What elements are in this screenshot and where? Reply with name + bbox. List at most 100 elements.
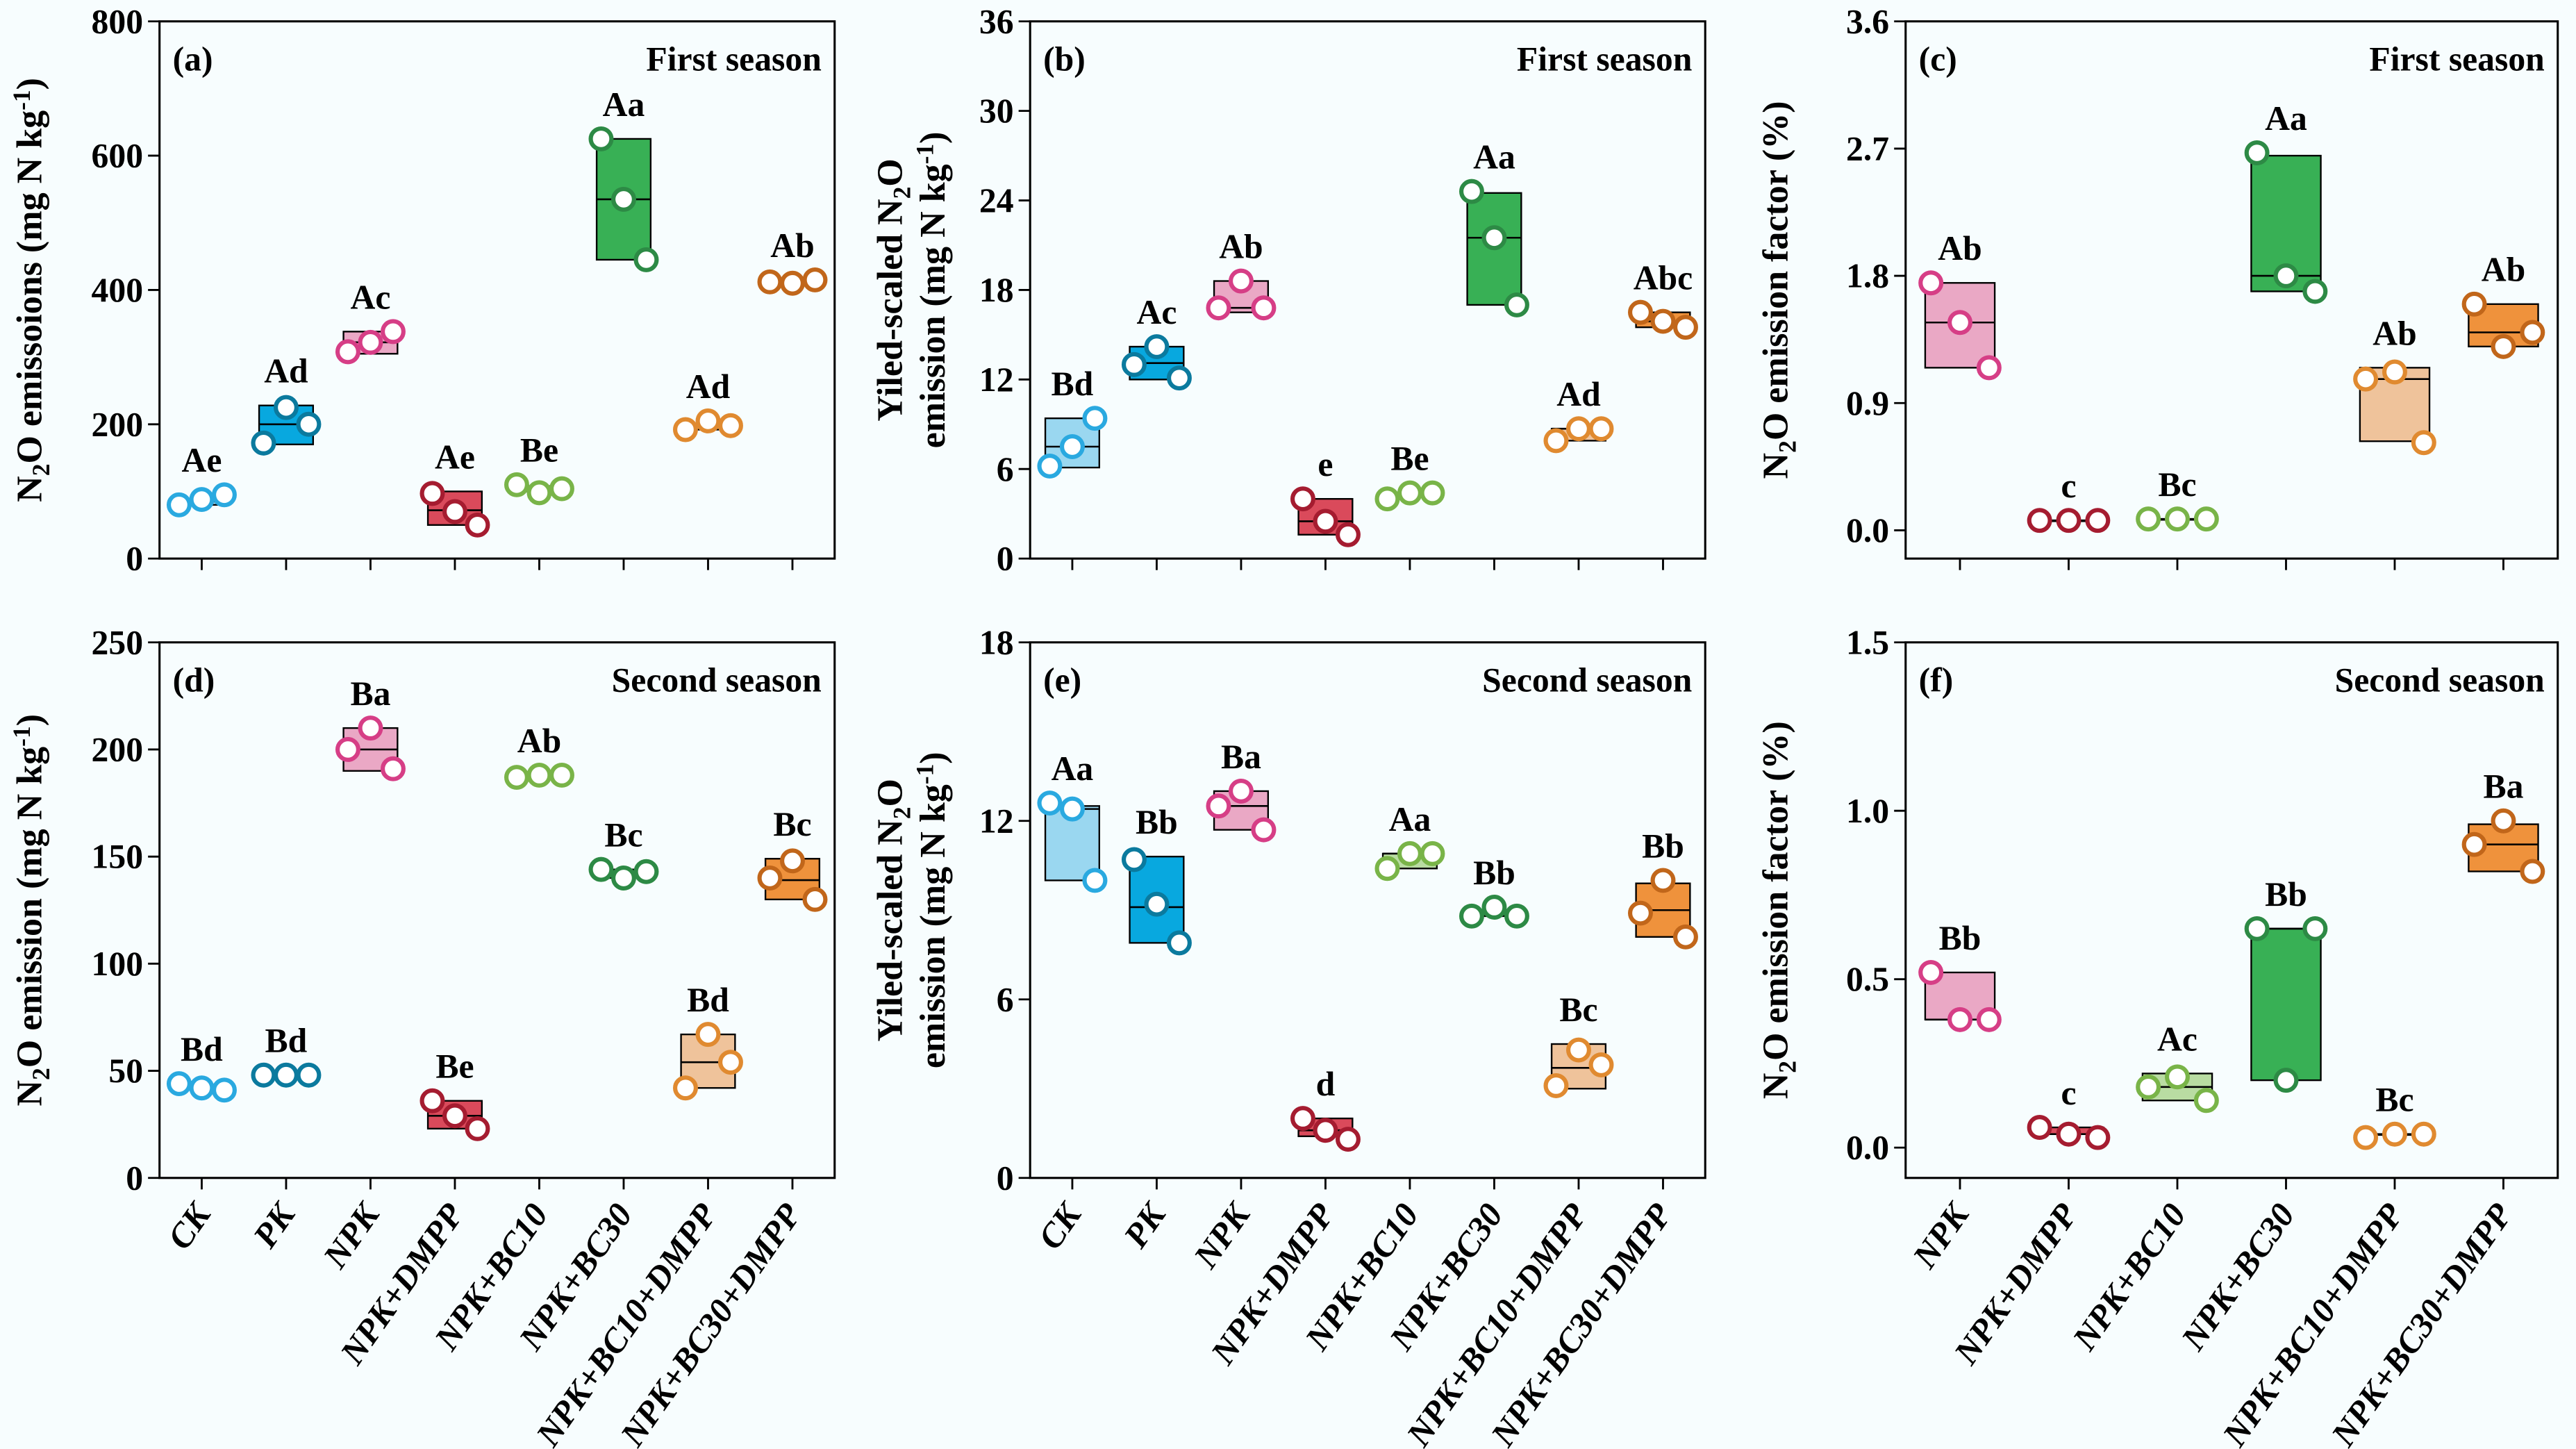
treatment-group: Ac xyxy=(1121,293,1192,391)
data-point xyxy=(633,247,659,272)
data-point xyxy=(1206,793,1231,819)
data-point xyxy=(1627,900,1653,926)
y-tick-label: 12 xyxy=(979,802,1014,840)
data-point xyxy=(1918,270,1944,296)
data-point xyxy=(1290,486,1315,512)
panel-label: (e) xyxy=(1043,661,1081,699)
axis-title-part: 2 xyxy=(1773,1061,1801,1073)
axis-title-part: N xyxy=(1756,1073,1795,1100)
significance-letter: Aa xyxy=(1052,750,1094,788)
panel-label: (d) xyxy=(173,661,215,699)
y-tick-label: 0.9 xyxy=(1846,384,1889,422)
significance-letter: c xyxy=(2061,467,2076,505)
data-point xyxy=(1543,1073,1569,1098)
data-point xyxy=(211,482,237,508)
season-label: First season xyxy=(1517,40,1692,78)
data-point xyxy=(2520,320,2545,345)
data-point xyxy=(296,1062,322,1088)
y-tick-label: 0.0 xyxy=(1846,511,1889,549)
significance-letter: Ab xyxy=(517,722,561,760)
treatment-group: Bb xyxy=(1918,919,2002,1032)
treatment-group: Bd xyxy=(672,981,743,1101)
y-axis-title-line2: emission (mg N kg-1) xyxy=(911,752,954,1068)
panel-b: 0 6 12 18 24 30 36 Yiled-scaled N2O emission (mg… xyxy=(871,2,1706,578)
significance-letter: Bc xyxy=(2158,465,2196,504)
data-point xyxy=(1588,1052,1614,1077)
treatment-group: Ad xyxy=(1543,375,1614,454)
data-point xyxy=(1251,295,1277,321)
y-tick-label: 400 xyxy=(92,271,143,309)
data-point xyxy=(695,408,721,433)
data-point xyxy=(1397,480,1422,506)
significance-letter: Aa xyxy=(1389,800,1431,838)
data-point xyxy=(465,1116,490,1141)
significance-letter: Aa xyxy=(603,85,645,124)
data-point xyxy=(2136,1074,2161,1100)
data-point xyxy=(2085,508,2111,533)
data-point xyxy=(2165,1064,2190,1090)
treatment-group: Ab xyxy=(1918,229,2002,381)
treatment-group: Aa xyxy=(1459,138,1529,317)
y-tick-label: 150 xyxy=(92,838,143,876)
y-tick-label: 600 xyxy=(92,137,143,175)
y-tick-label: 0 xyxy=(126,1159,143,1197)
data-point xyxy=(358,715,383,741)
treatment-group: Be xyxy=(1374,439,1445,512)
treatment-group: Bc xyxy=(2136,465,2219,532)
data-point xyxy=(1420,480,1445,506)
significance-letter: Ab xyxy=(1219,227,1263,265)
data-point xyxy=(1374,486,1400,512)
data-point xyxy=(2382,359,2407,385)
data-point xyxy=(1144,334,1170,360)
y-axis-title-line1: Yiled-scaled N2O xyxy=(871,158,916,421)
data-point xyxy=(1504,292,1529,317)
panel-label: (c) xyxy=(1919,40,1957,78)
significance-letter: Ab xyxy=(2373,314,2416,352)
y-tick-label: 18 xyxy=(979,623,1014,661)
data-point xyxy=(2461,291,2487,317)
significance-letter: Bb xyxy=(2265,875,2307,913)
y-tick-label: 200 xyxy=(92,731,143,769)
data-point xyxy=(1082,406,1108,431)
axis-title-part: O emissoions (mg N kg xyxy=(10,110,49,464)
treatment-group: Abc xyxy=(1627,259,1698,340)
panel-label: (a) xyxy=(173,40,213,78)
treatment-group: Ae xyxy=(419,438,490,538)
data-point xyxy=(189,487,215,513)
data-point xyxy=(1335,1127,1361,1152)
plot-frame xyxy=(1904,641,2559,1179)
data-point xyxy=(1313,1118,1338,1143)
y-tick-label: 200 xyxy=(92,405,143,443)
significance-letter: d xyxy=(1316,1065,1336,1103)
data-point xyxy=(1481,894,1507,920)
data-point xyxy=(1144,891,1170,917)
significance-letter: Bd xyxy=(1052,365,1094,403)
axis-title-part: 2 xyxy=(27,464,55,477)
data-point xyxy=(2273,1068,2299,1093)
axis-title-part: O xyxy=(871,158,911,186)
y-axis-title: N2O emission factor (%) xyxy=(1756,101,1801,479)
treatment-group: Be xyxy=(504,431,574,506)
data-point xyxy=(442,499,467,524)
significance-letter: Aa xyxy=(2265,99,2307,138)
axis-title-part: -1 xyxy=(911,764,939,785)
box xyxy=(2250,927,2322,1082)
data-point xyxy=(672,1075,698,1101)
treatment-group: Bc xyxy=(2353,1081,2436,1150)
y-axis-title-line2: emission (mg N kg-1) xyxy=(911,132,954,449)
y-tick-label: 800 xyxy=(92,2,143,40)
significance-letter: Ac xyxy=(351,278,391,316)
treatment-group: Bc xyxy=(757,805,828,912)
data-point xyxy=(1166,930,1192,956)
data-point xyxy=(1976,1007,2002,1032)
data-point xyxy=(672,417,698,442)
data-point xyxy=(802,267,828,292)
data-point xyxy=(166,492,192,518)
data-point xyxy=(1918,959,1944,985)
treatment-group: Bb xyxy=(1459,854,1529,929)
treatment-group: Be xyxy=(419,1048,490,1141)
treatment-group: Bc xyxy=(588,816,659,891)
y-tick-label: 30 xyxy=(979,92,1014,130)
significance-letter: Ac xyxy=(1136,293,1177,331)
